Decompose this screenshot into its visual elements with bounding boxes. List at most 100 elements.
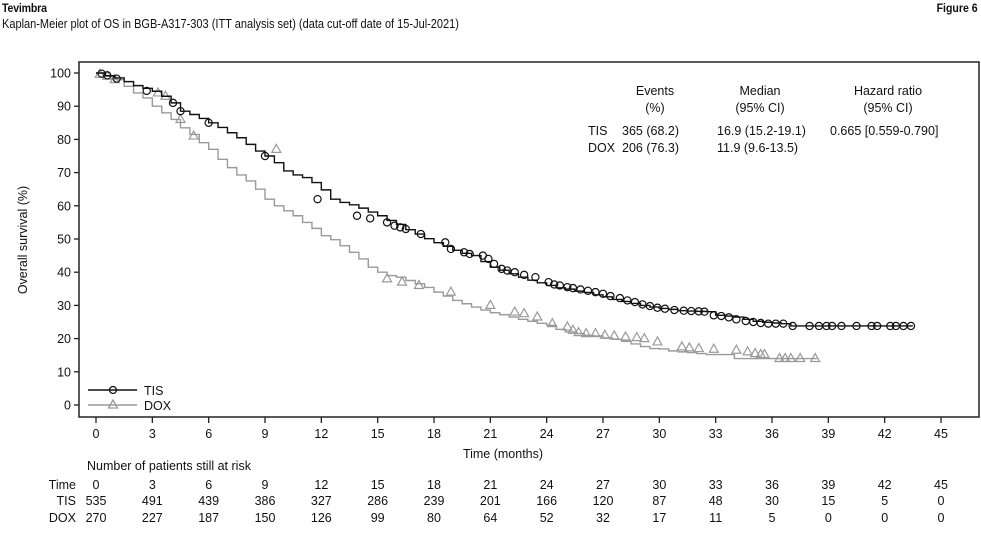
dox-censor-marker xyxy=(580,327,592,338)
dox-censor-marker xyxy=(620,330,632,341)
x-tick-label: 9 xyxy=(262,427,269,441)
tis-censor-marker xyxy=(441,238,450,247)
tis-censor-marker xyxy=(779,319,788,328)
tis-censor-marker xyxy=(484,254,493,264)
y-tick-label: 0 xyxy=(64,399,71,413)
tis-censor-marker xyxy=(660,304,670,313)
risk-tis-value: 535 xyxy=(86,494,107,508)
legend-dox-marker xyxy=(107,398,119,409)
chart-title: Kaplan-Meier plot of OS in BGB-A317-303 … xyxy=(2,17,459,31)
tis-censor-marker xyxy=(176,106,185,116)
risk-dox-value: 5 xyxy=(769,511,776,525)
tis-censor-marker xyxy=(260,151,270,161)
tis-censor-marker xyxy=(822,321,831,331)
tis-censor-marker xyxy=(390,221,399,230)
risk-dox-value: 11 xyxy=(709,511,722,525)
x-tick-label: 15 xyxy=(371,427,385,441)
dox-censor-marker xyxy=(509,305,521,316)
tis-censor-marker xyxy=(638,300,647,309)
risk-table-title: Number of patients still at risk xyxy=(87,459,252,473)
stats-tis-hr: 0.665 [0.559-0.790] xyxy=(830,124,938,138)
risk-dox-value: 99 xyxy=(371,511,385,525)
dox-censor-marker xyxy=(174,113,187,124)
tis-censor-marker xyxy=(544,277,553,287)
x-tick-label: 39 xyxy=(821,427,835,441)
risk-time-value: 30 xyxy=(652,478,666,492)
tis-censor-marker xyxy=(615,293,625,303)
x-tick-label: 18 xyxy=(427,427,441,441)
tis-censor-marker xyxy=(416,229,426,239)
dox-censor-marker xyxy=(779,352,791,363)
dox-censor-marker xyxy=(518,307,530,318)
risk-tis-value: 439 xyxy=(198,494,219,508)
stats-dox-events: 206 (76.3) xyxy=(622,141,679,155)
survival-curves xyxy=(94,68,916,363)
tis-censor-marker xyxy=(741,316,750,326)
x-tick-label: 45 xyxy=(934,427,948,441)
y-tick-label: 80 xyxy=(57,133,71,147)
risk-dox-value: 80 xyxy=(427,511,441,525)
dox-censor-marker xyxy=(651,335,663,346)
risk-tis-value: 0 xyxy=(938,494,945,508)
stats-dox-median: 11.9 (9.6-13.5) xyxy=(717,141,798,155)
risk-dox-value: 32 xyxy=(596,511,610,525)
tis-censor-marker xyxy=(591,287,600,297)
x-tick-label: 24 xyxy=(540,427,554,441)
dox-censor-marker xyxy=(608,329,620,340)
risk-tis-value: 30 xyxy=(765,494,779,508)
dox-censor-marker xyxy=(589,327,602,338)
y-tick-label: 90 xyxy=(57,100,71,114)
risk-time-value: 45 xyxy=(934,478,948,492)
stats-header-hr-1: Hazard ratio xyxy=(854,84,922,98)
tis-censor-marker xyxy=(576,285,585,294)
tis-censor-marker xyxy=(872,321,882,331)
x-tick-label: 21 xyxy=(483,427,497,441)
risk-tis-label: TIS xyxy=(57,494,76,508)
stats-tis-arm: TIS xyxy=(588,124,607,138)
stats-table: Events (%) Median (95% CI) Hazard ratio … xyxy=(588,84,938,155)
risk-tis-value: 48 xyxy=(709,494,723,508)
tis-censor-marker xyxy=(503,266,512,275)
tis-censor-marker xyxy=(112,74,121,83)
risk-tis-value: 386 xyxy=(255,494,276,508)
x-tick-label: 42 xyxy=(878,427,892,441)
stats-header-hr-2: (95% CI) xyxy=(863,101,912,115)
tis-curve xyxy=(96,72,913,327)
tis-censor-marker xyxy=(563,282,572,292)
tis-censor-marker xyxy=(852,321,861,331)
tis-censor-marker xyxy=(764,319,773,328)
y-tick-label: 100 xyxy=(50,67,71,81)
y-tick-label: 20 xyxy=(57,332,71,346)
risk-time-value: 9 xyxy=(262,478,269,492)
y-axis-label: Overall survival (%) xyxy=(16,186,30,294)
x-tick-label: 3 xyxy=(149,427,156,441)
risk-dox-label: DOX xyxy=(49,511,77,525)
dox-censor-marker xyxy=(567,324,579,334)
risk-time-value: 15 xyxy=(371,478,385,492)
tis-censor-marker xyxy=(204,118,213,128)
risk-time-value: 42 xyxy=(878,478,892,492)
x-tick-label: 0 xyxy=(93,427,100,441)
risk-dox-value: 126 xyxy=(311,511,332,525)
tis-censor-marker xyxy=(837,321,846,331)
risk-tis-value: 201 xyxy=(480,494,501,508)
tis-censor-marker xyxy=(732,315,741,324)
dox-censor-marker xyxy=(631,331,643,342)
risk-time-value: 39 xyxy=(821,478,835,492)
tis-censor-marker xyxy=(313,194,322,204)
risk-time-value: 0 xyxy=(93,478,100,492)
risk-time-value: 12 xyxy=(314,478,328,492)
tis-censor-marker xyxy=(465,249,474,259)
tis-censor-marker xyxy=(788,321,797,331)
dox-censor-marker xyxy=(758,348,771,359)
risk-tis-value: 491 xyxy=(142,494,163,508)
tis-censor-marker xyxy=(352,211,362,220)
stats-header-events-1: Events xyxy=(636,84,674,98)
risk-tis-value: 327 xyxy=(311,494,332,508)
dox-censor-marker xyxy=(638,332,650,343)
risk-time-value: 6 xyxy=(205,478,212,492)
dox-censor-marker xyxy=(484,299,496,309)
risk-dox-value: 187 xyxy=(198,511,219,525)
risk-dox-value: 0 xyxy=(825,511,832,525)
tis-censor-marker xyxy=(906,321,916,331)
